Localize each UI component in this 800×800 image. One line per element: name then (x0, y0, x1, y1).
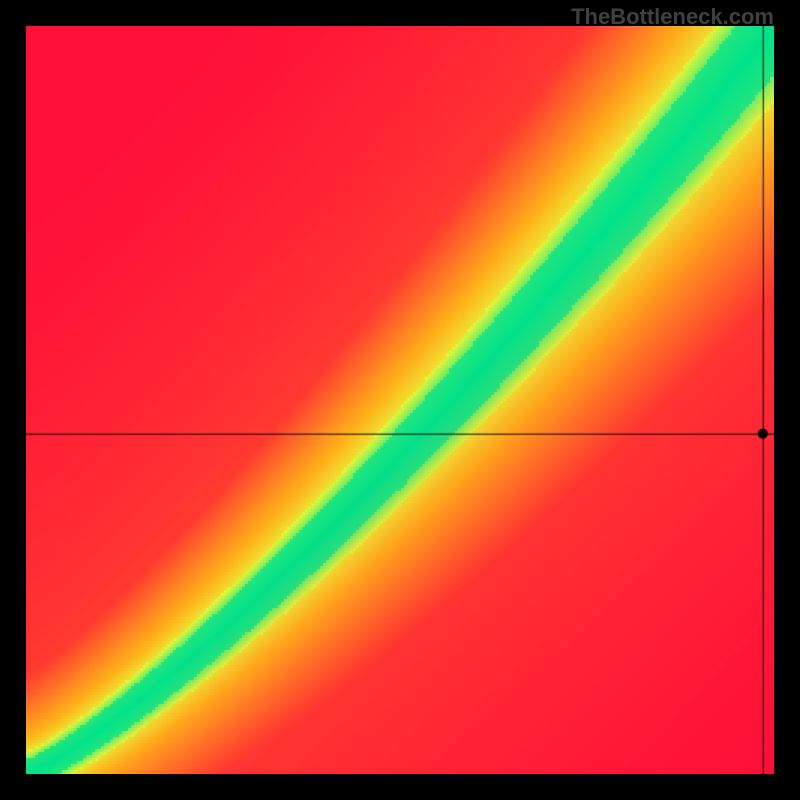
heatmap-canvas (26, 26, 774, 774)
heatmap-plot (26, 26, 774, 774)
watermark-text: TheBottleneck.com (571, 4, 774, 30)
chart-container: TheBottleneck.com (0, 0, 800, 800)
